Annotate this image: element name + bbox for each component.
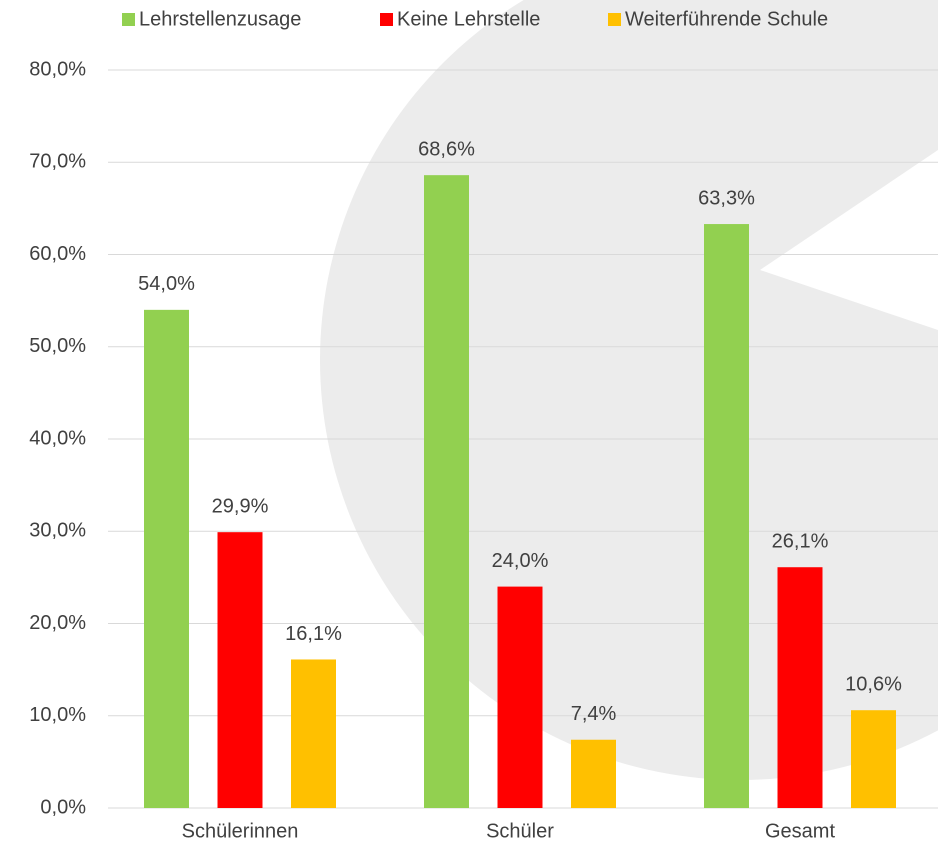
- data-label: 29,9%: [212, 495, 269, 517]
- bar: [704, 224, 749, 808]
- legend-label: Keine Lehrstelle: [397, 8, 540, 30]
- bar: [424, 175, 469, 809]
- legend-label: Weiterführende Schule: [625, 8, 828, 30]
- y-tick-label: 30,0%: [29, 520, 86, 542]
- y-tick-label: 50,0%: [29, 335, 86, 357]
- x-tick-label: Schüler: [486, 820, 554, 842]
- y-tick-label: 20,0%: [29, 612, 86, 634]
- bar: [851, 710, 896, 808]
- y-tick-label: 60,0%: [29, 243, 86, 265]
- legend-label: Lehrstellenzusage: [139, 8, 301, 30]
- legend-swatch: [122, 13, 135, 26]
- data-label: 10,6%: [845, 673, 902, 695]
- y-tick-label: 80,0%: [29, 58, 86, 80]
- data-label: 16,1%: [285, 623, 342, 645]
- data-label: 24,0%: [492, 550, 549, 572]
- x-tick-label: Gesamt: [765, 820, 835, 842]
- data-label: 63,3%: [698, 187, 755, 209]
- data-label: 26,1%: [772, 531, 829, 553]
- data-label: 7,4%: [571, 703, 617, 725]
- bar: [217, 532, 263, 808]
- data-label: 54,0%: [138, 273, 195, 295]
- bar: [777, 567, 823, 808]
- y-tick-label: 0,0%: [40, 796, 86, 818]
- background-shape: [320, 0, 938, 780]
- bar: [144, 309, 189, 808]
- legend-swatch: [380, 13, 393, 26]
- data-label: 68,6%: [418, 138, 475, 160]
- bar: [291, 659, 336, 808]
- y-tick-label: 40,0%: [29, 427, 86, 449]
- bar: [571, 739, 616, 808]
- bar: [497, 586, 543, 808]
- y-tick-label: 70,0%: [29, 151, 86, 173]
- y-tick-label: 10,0%: [29, 704, 86, 726]
- x-tick-label: Schülerinnen: [182, 820, 299, 842]
- legend-swatch: [608, 13, 621, 26]
